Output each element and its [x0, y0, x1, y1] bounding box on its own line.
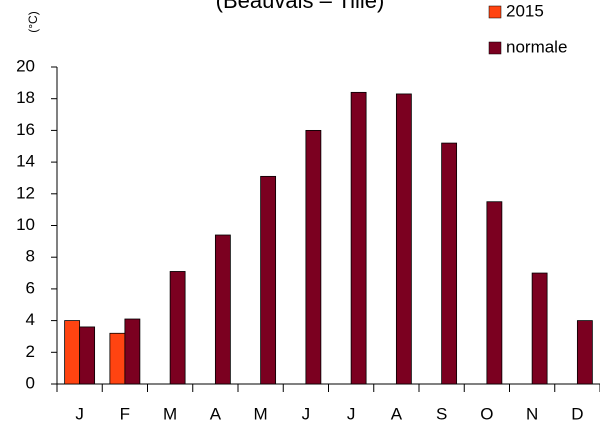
y-tick-label: 20 — [16, 56, 35, 75]
x-tick-label: J — [347, 404, 356, 423]
y-tick-label: 4 — [26, 310, 35, 329]
bar — [109, 332, 126, 385]
y-tick-label: 10 — [16, 215, 35, 234]
x-tick-label: D — [571, 404, 583, 423]
bar — [214, 234, 231, 385]
bar — [576, 320, 593, 385]
y-tick-label: 16 — [16, 120, 35, 139]
bar — [169, 271, 186, 385]
x-tick-label: M — [254, 404, 268, 423]
bar — [441, 142, 458, 385]
bar — [486, 201, 503, 385]
y-tick-label: 0 — [26, 373, 35, 392]
x-tick-label: A — [391, 404, 403, 423]
bar — [124, 318, 141, 385]
y-tick-label: 8 — [26, 247, 35, 266]
y-tick-label: 18 — [16, 88, 35, 107]
y-tick-label: 2 — [26, 342, 35, 361]
legend-swatch — [488, 5, 502, 19]
x-tick-label: O — [480, 404, 493, 423]
x-tick-label: F — [120, 404, 130, 423]
y-tick-label: 6 — [26, 278, 35, 297]
x-tick-label: M — [163, 404, 177, 423]
bar — [350, 91, 367, 385]
legend-label: 2015 — [506, 1, 544, 20]
chart-title: (Beauvais – Tillé) — [216, 0, 385, 13]
legend-label: normale — [506, 37, 567, 56]
bar — [79, 326, 96, 385]
x-tick-label: J — [302, 404, 311, 423]
y-axis-label: (°C) — [26, 11, 40, 32]
x-tick-label: J — [75, 404, 84, 423]
bar — [305, 129, 322, 385]
bar — [395, 93, 412, 385]
y-tick-label: 14 — [16, 152, 35, 171]
bar — [531, 272, 548, 385]
x-tick-label: N — [526, 404, 538, 423]
legend-swatch — [488, 41, 502, 55]
x-tick-label: A — [210, 404, 222, 423]
bar — [260, 175, 277, 385]
y-tick-label: 12 — [16, 183, 35, 202]
bar — [64, 320, 81, 385]
x-tick-label: S — [436, 404, 447, 423]
